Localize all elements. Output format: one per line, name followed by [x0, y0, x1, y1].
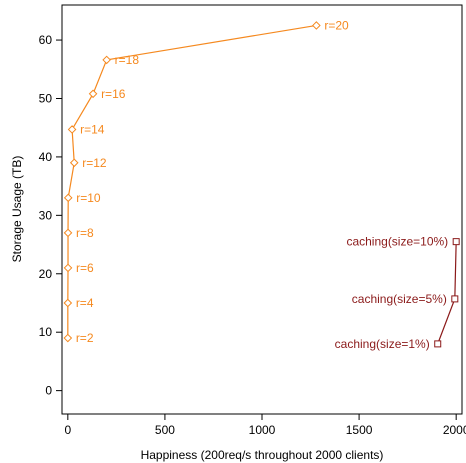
plot-area: r=2 r=4 r=6 r=8 r=10 r=12 r=14 r=16 r=18 r=20 cach… [63, 18, 460, 351]
x-tick-label: 500 [155, 423, 175, 437]
data-point [63, 333, 73, 343]
data-point [451, 295, 459, 303]
y-tick-label: 0 [45, 384, 52, 398]
x-axis-label: Happiness (200req/s throughout 2000 clie… [141, 448, 384, 462]
data-label: r=20 [324, 18, 349, 32]
data-point [69, 158, 79, 168]
data-point [452, 238, 460, 246]
data-point [434, 340, 442, 348]
series-1: r=2 r=4 r=6 r=8 r=10 r=12 r=14 r=16 r=18 r=20 [63, 18, 349, 345]
data-label: caching(size=10%) [346, 235, 448, 249]
data-label: r=12 [82, 156, 107, 170]
data-label: r=2 [76, 331, 94, 345]
data-label: caching(size=1%) [335, 337, 430, 351]
y-tick-label: 10 [39, 325, 53, 339]
data-point [312, 21, 321, 30]
data-point [63, 298, 73, 308]
data-label: r=4 [76, 296, 94, 310]
data-label: r=8 [76, 226, 94, 240]
data-point [63, 263, 73, 273]
data-point [88, 89, 98, 99]
data-point [67, 125, 77, 134]
data-label: r=18 [115, 53, 140, 67]
data-label: caching(size=5%) [352, 292, 447, 306]
y-tick-label: 30 [39, 208, 53, 222]
x-tick-label: 1500 [346, 423, 373, 437]
data-label: r=16 [101, 87, 126, 101]
y-tick-label: 20 [39, 267, 53, 281]
data-point [102, 55, 111, 65]
data-point [63, 228, 73, 238]
x-axis: 0 500 1000 1500 2000 [64, 414, 466, 437]
x-tick-label: 1000 [249, 423, 276, 437]
y-axis-label: Storage Usage (TB) [10, 156, 24, 263]
x-tick-label: 2000 [443, 423, 466, 437]
data-point [63, 193, 73, 203]
data-label: r=14 [80, 122, 105, 136]
series-line [67, 24, 317, 339]
data-label: r=6 [76, 261, 94, 275]
y-tick-label: 50 [39, 91, 53, 105]
x-tick-label: 0 [64, 423, 71, 437]
series-2: caching(size=1%) caching(size=5%) caching(… [335, 235, 460, 351]
y-axis: 0 10 20 30 40 50 60 [39, 33, 62, 398]
data-label: r=10 [76, 191, 101, 205]
y-tick-label: 60 [39, 33, 53, 47]
y-tick-label: 40 [39, 150, 53, 164]
